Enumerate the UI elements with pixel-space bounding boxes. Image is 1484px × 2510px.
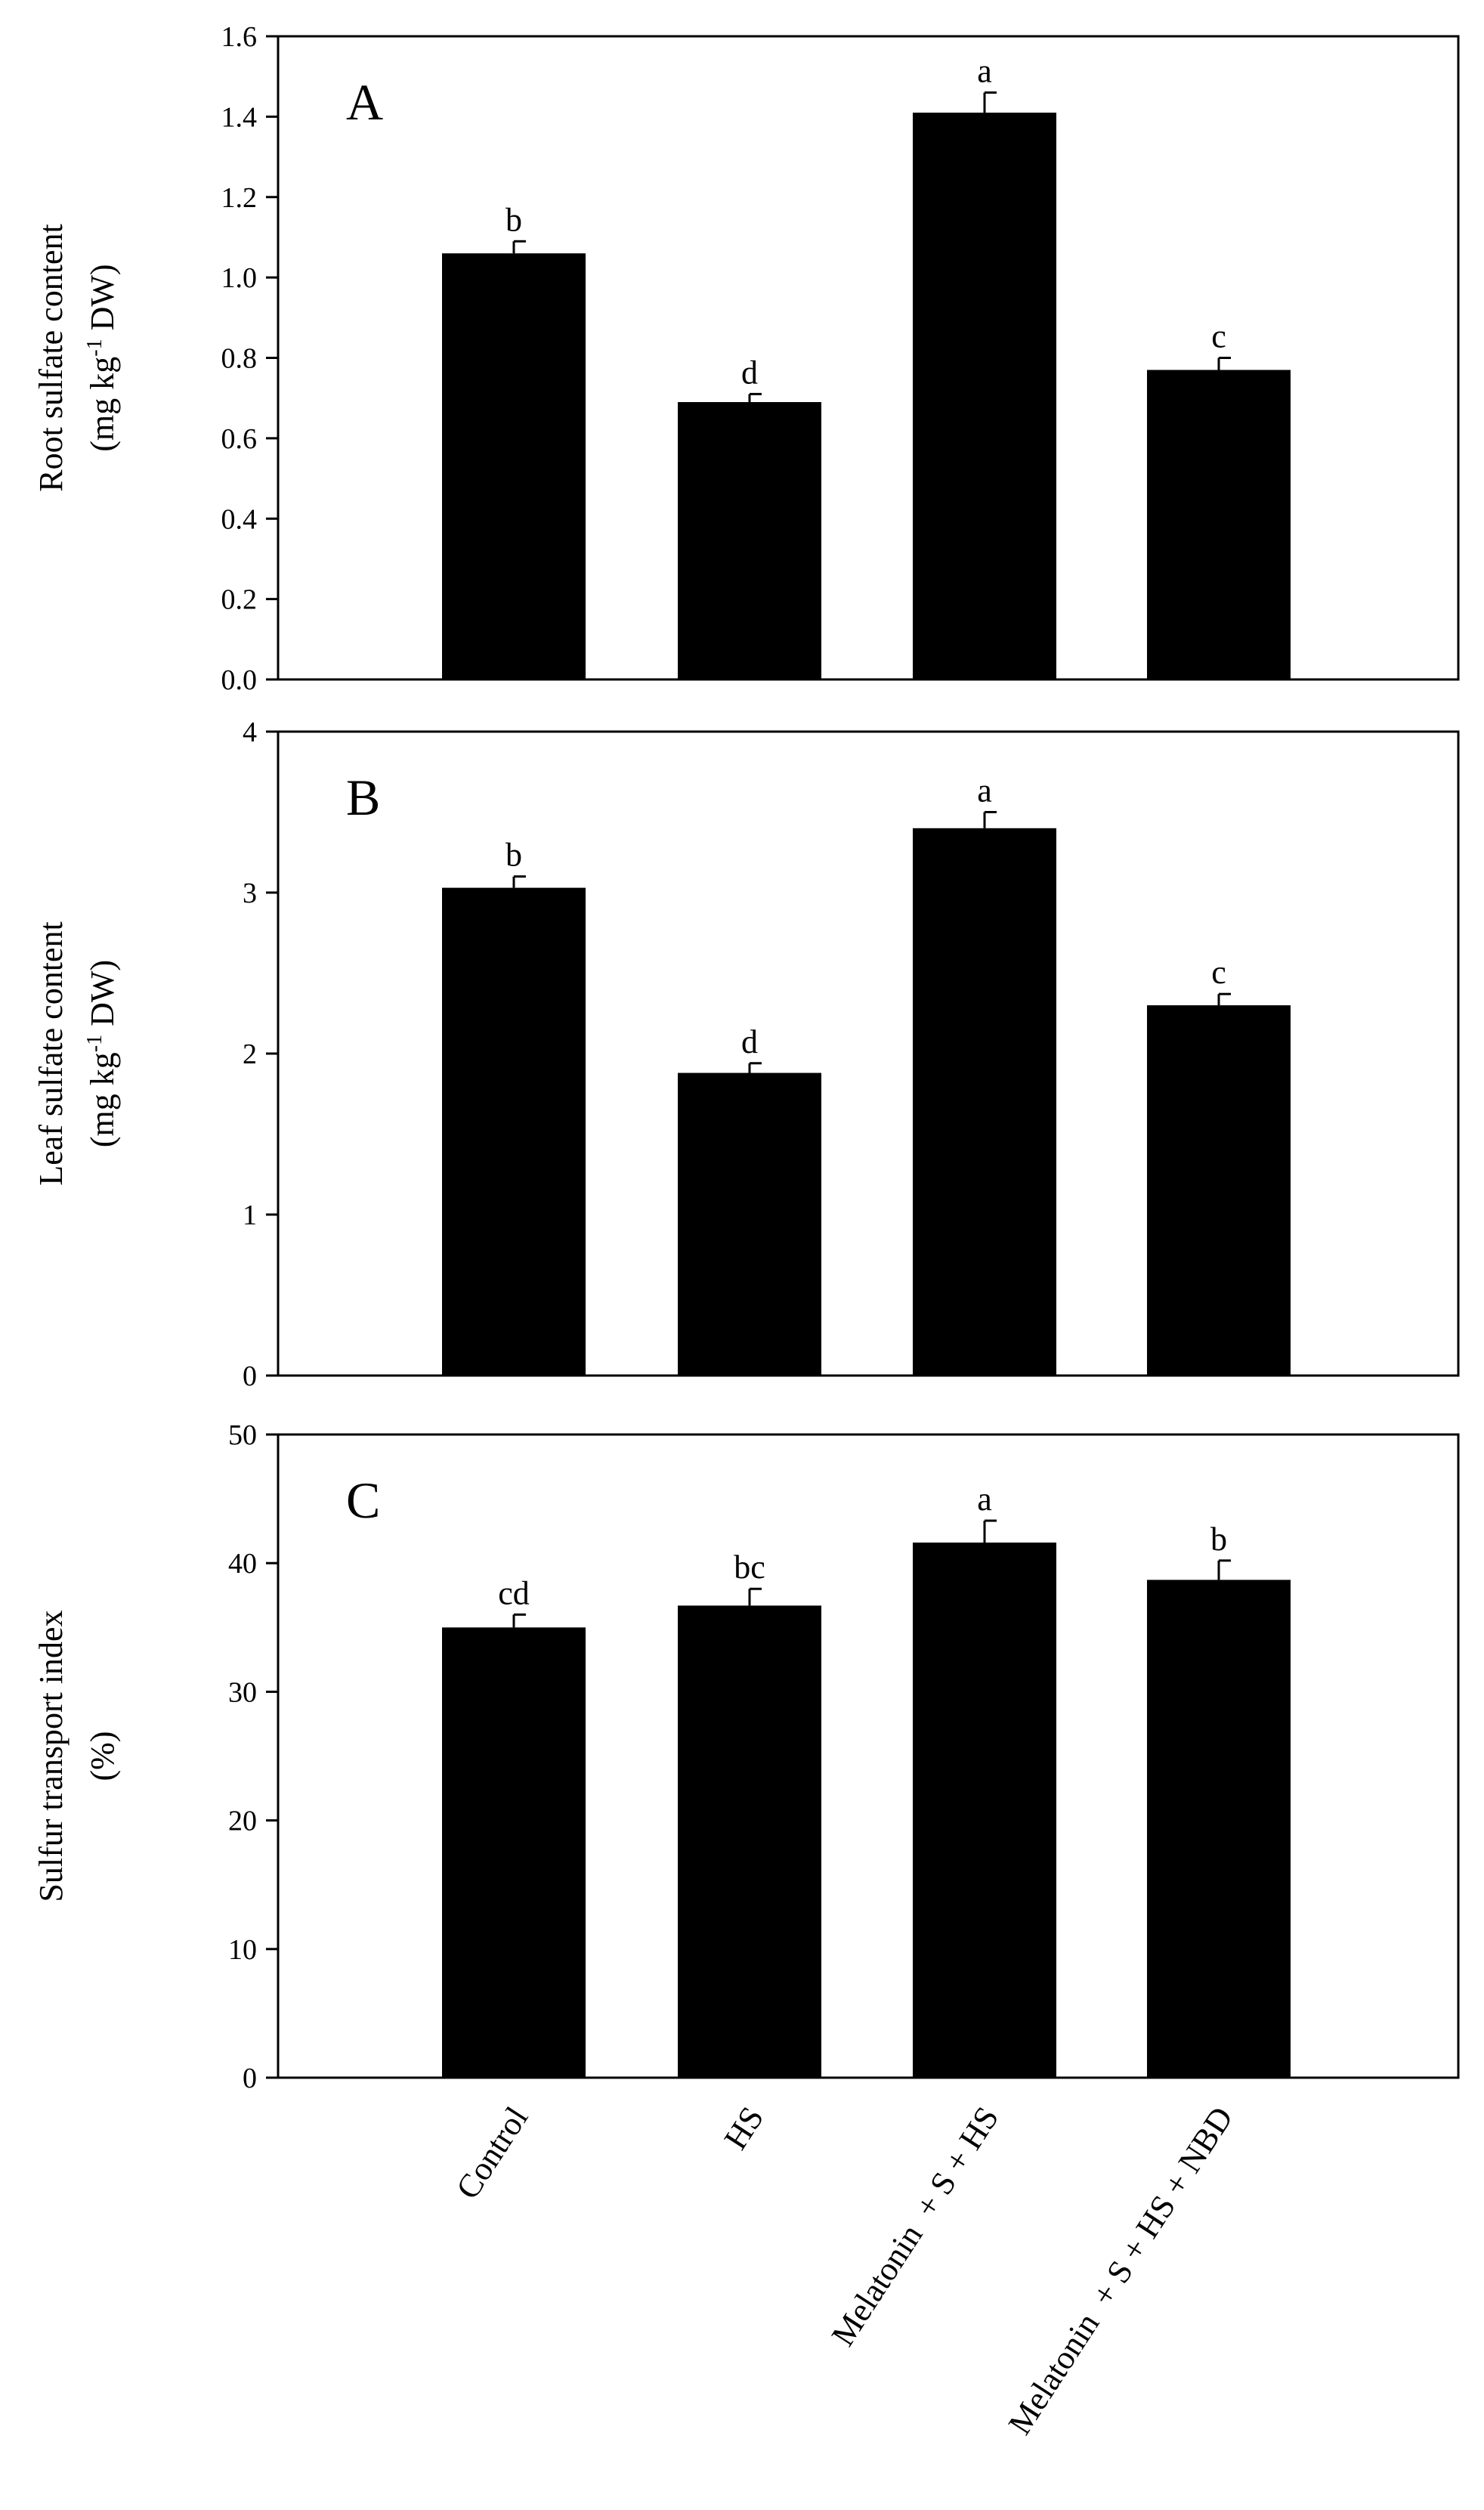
panel-label: A	[346, 73, 383, 131]
y-tick-label: 1.6	[221, 21, 258, 53]
bar-4	[1147, 370, 1291, 679]
y-tick-label: 40	[228, 1548, 257, 1580]
y-tick-label: 0.0	[221, 664, 258, 696]
significance-label: b	[505, 201, 522, 238]
y-axis-unit: (%)	[84, 1732, 121, 1781]
y-axis-title: Sulfur transport index	[32, 1610, 70, 1902]
y-tick-label: 0	[243, 1360, 257, 1392]
bar-1	[442, 887, 586, 1376]
significance-label: a	[977, 772, 992, 809]
y-axis-title: Root sulfate content	[32, 224, 70, 491]
bar-1	[442, 253, 586, 679]
significance-label: cd	[498, 1574, 530, 1611]
significance-label: b	[1210, 1521, 1227, 1558]
y-tick-label: 50	[228, 1419, 257, 1451]
panels: 0.0 0.2 0.4 0.6 0.8 1.0 1.2 1.4 1.6 Root sulfate …	[32, 21, 1460, 2094]
bar-3	[913, 828, 1056, 1376]
y-tick-label: 30	[228, 1676, 257, 1708]
bar-4	[1147, 1005, 1291, 1376]
y-tick-label: 0.8	[221, 343, 258, 375]
chart-panel-b: 0 1 2 3 4 Leaf sulfate content (mg kg-1 DW) Bb d…	[32, 716, 1460, 1392]
y-tick-label: 3	[243, 877, 257, 909]
panel-label: C	[346, 1472, 380, 1529]
significance-label: bc	[734, 1549, 765, 1586]
bar-2	[678, 1605, 821, 2078]
chart-panel-a: 0.0 0.2 0.4 0.6 0.8 1.0 1.2 1.4 1.6 Root sulfate …	[32, 21, 1460, 696]
y-axis-unit-superscript: -1	[83, 339, 107, 356]
panel-label: B	[346, 769, 380, 826]
y-axis-unit: (mg kg-1 DW)	[83, 264, 121, 451]
bar-1	[442, 1627, 586, 2078]
y-axis-unit-superscript: -1	[83, 1035, 107, 1052]
chart-panel-c: 0 10 20 30 40 50 Sulfur transport index (%) Ccd b…	[32, 1419, 1460, 2094]
significance-label: a	[977, 52, 992, 89]
y-tick-label: 1.2	[221, 182, 258, 214]
y-tick-label: 0.2	[221, 584, 258, 616]
bar-2	[678, 402, 821, 679]
significance-label: c	[1211, 318, 1226, 355]
bar-3	[913, 1542, 1056, 2078]
plot-frame	[277, 1433, 1460, 2079]
y-axis-title: Leaf sulfate content	[32, 921, 70, 1185]
bar-2	[678, 1072, 821, 1376]
y-tick-label: 0.6	[221, 423, 258, 455]
y-tick-label: 0	[243, 2063, 257, 2094]
y-axis-unit: (mg kg-1 DW)	[83, 960, 121, 1147]
bar-4	[1147, 1580, 1291, 2078]
bar-3	[913, 113, 1056, 679]
y-axis-unit-text: DW)	[84, 264, 121, 339]
y-tick-label: 10	[228, 1934, 257, 1966]
y-axis-unit-text: (mg kg	[84, 357, 121, 452]
y-tick-label: 20	[228, 1806, 257, 1837]
y-tick-label: 2	[243, 1038, 257, 1070]
significance-label: c	[1211, 954, 1226, 991]
significance-label: a	[977, 1481, 992, 1518]
y-tick-label: 1	[243, 1199, 257, 1231]
y-axis-unit-text: (mg kg	[84, 1052, 121, 1147]
y-tick-label: 0.4	[221, 503, 258, 535]
significance-label: d	[741, 1023, 758, 1060]
y-tick-label: 4	[243, 716, 257, 748]
y-axis-unit-text: DW)	[84, 960, 121, 1035]
y-axis-unit-text: (%)	[84, 1732, 121, 1781]
y-tick-label: 1.4	[221, 101, 258, 133]
significance-label: d	[741, 354, 758, 391]
significance-label: b	[505, 837, 522, 874]
y-tick-label: 1.0	[221, 262, 258, 294]
